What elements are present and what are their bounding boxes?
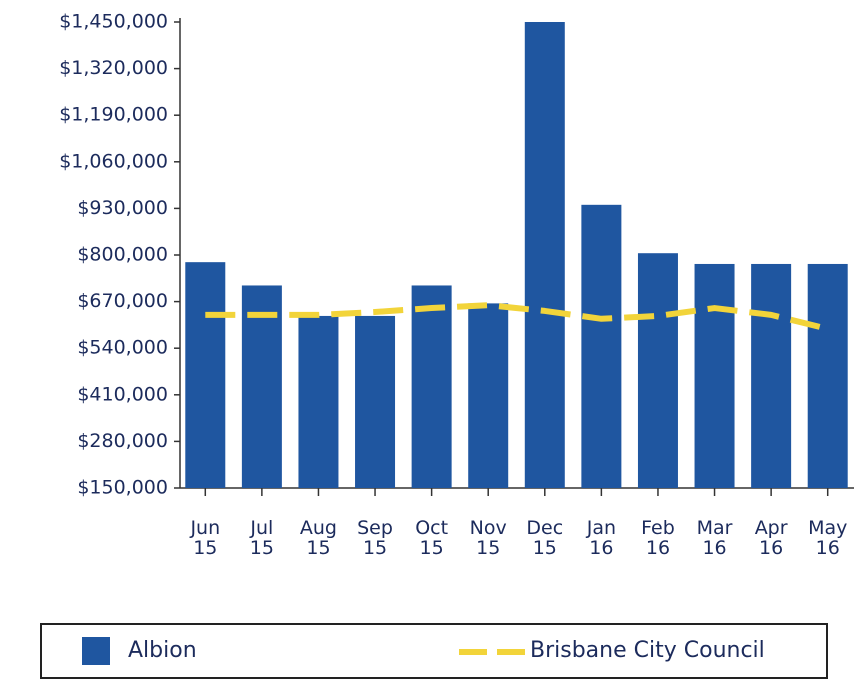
x-tick-label: Jan 16: [586, 517, 617, 559]
line: [205, 302, 829, 332]
bar: [355, 315, 396, 488]
bar: [751, 263, 792, 488]
bar: [694, 263, 735, 488]
legend-label: Albion: [128, 638, 197, 663]
y-tick-label: $670,000: [77, 290, 168, 312]
x-tick-label: Mar 16: [696, 517, 733, 559]
x-tick-label: Sep 15: [357, 517, 393, 559]
bar: [411, 285, 452, 488]
bar: [185, 262, 226, 488]
legend-swatch: [82, 637, 110, 665]
x-tick-label: Dec 15: [526, 517, 564, 559]
x-tick-label: May 16: [808, 517, 848, 559]
bar: [581, 204, 622, 489]
x-tick-label: Jul 15: [249, 517, 274, 559]
bar: [298, 315, 339, 488]
y-tick-label: $540,000: [77, 337, 168, 359]
x-tick-label: Nov 15: [469, 517, 507, 559]
legend-label: Brisbane City Council: [530, 638, 765, 663]
legend: Albion Brisbane City Council: [40, 623, 828, 679]
bar: [241, 285, 282, 488]
x-tick-label: Apr 16: [754, 517, 788, 559]
y-tick-label: $1,450,000: [59, 11, 168, 33]
x-tick-label: Aug 15: [299, 517, 337, 559]
legend-swatch: [459, 649, 525, 655]
bar: [637, 253, 678, 488]
y-tick-label: $280,000: [77, 430, 168, 452]
y-tick-label: $410,000: [77, 383, 168, 405]
x-tick-label: Jun 15: [190, 517, 221, 559]
y-tick-label: $800,000: [77, 244, 168, 266]
bar: [807, 263, 848, 488]
x-tick-label: Oct 15: [415, 517, 449, 559]
y-tick-label: $930,000: [77, 197, 168, 219]
y-tick-label: $1,320,000: [59, 57, 168, 79]
y-tick-label: $150,000: [77, 477, 168, 499]
y-tick-label: $1,190,000: [59, 104, 168, 126]
bar: [468, 303, 509, 488]
bar: [524, 22, 565, 488]
y-tick-label: $1,060,000: [59, 150, 168, 172]
x-tick-label: Feb 16: [641, 517, 675, 559]
